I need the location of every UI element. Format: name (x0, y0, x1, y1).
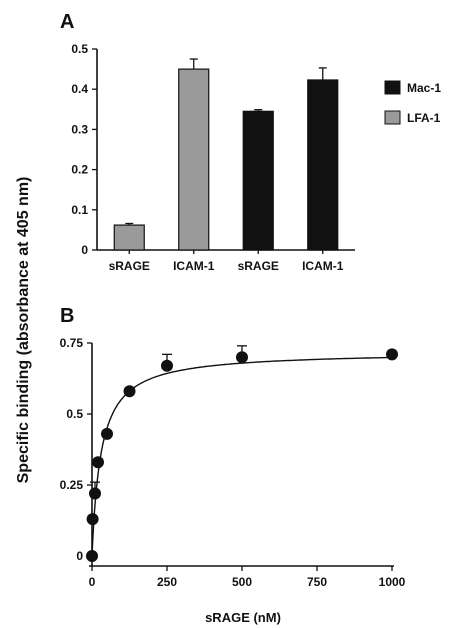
panel-a-chart: 0 0.1 0.2 0.3 0.4 0.5 sRAGE ICAM-1 sRAGE ICAM-1 (71, 42, 355, 273)
panel-b-x-tick-label: 1000 (379, 575, 406, 589)
panel-a-bar (307, 79, 339, 251)
legend-swatch-mac1 (384, 80, 401, 95)
panel-a-category-label: ICAM-1 (302, 259, 344, 273)
panel-a-bar (113, 224, 145, 251)
panel-a-letter: A (60, 11, 74, 33)
y-axis-label: Specific binding (absorbance at 405 nm) (15, 177, 32, 484)
panel-a-y-tick-label: 0.3 (71, 122, 88, 136)
panel-a-y-tick-label: 0.1 (71, 203, 88, 217)
panel-b-data-point (236, 351, 248, 364)
panel-b-x-tick-label: 500 (232, 575, 252, 589)
panel-b-data-point (161, 359, 173, 372)
panel-a-y-tick-label: 0 (81, 243, 88, 257)
panel-b-y-tick-label: 0.5 (66, 407, 83, 421)
panel-a-y-tick-label: 0.5 (71, 42, 88, 56)
panel-b-letter: B (60, 305, 74, 327)
panel-b-data-point (89, 487, 101, 500)
panel-b-data-point (101, 427, 113, 440)
panel-b-data-point (86, 513, 99, 526)
panel-a-category-label: sRAGE (238, 259, 279, 273)
legend-swatch-lfa1 (384, 110, 401, 125)
panel-b-x-tick-label: 0 (89, 575, 96, 589)
panel-a-bar (178, 68, 210, 251)
panel-b-x-tick-label: 250 (157, 575, 177, 589)
panel-b-data-point (123, 385, 136, 398)
panel-a-category-label: sRAGE (109, 259, 150, 273)
legend: Mac-1 LFA-1 (384, 80, 441, 125)
panel-b-y-tick-label: 0.75 (60, 336, 84, 350)
panel-a-category-label: ICAM-1 (173, 259, 215, 273)
legend-label-mac1: Mac-1 (407, 81, 441, 95)
panel-b-y-tick-label: 0.25 (60, 478, 84, 492)
panel-b-data-point (386, 348, 398, 361)
panel-b-chart: 0 0.25 0.5 0.75 0 250 500 750 1000 (60, 336, 406, 589)
legend-label-lfa1: LFA-1 (407, 111, 441, 125)
panel-b-data-point (92, 456, 104, 469)
panel-b-y-tick-label: 0 (76, 549, 83, 563)
panel-a-bar (242, 110, 274, 251)
panel-b-x-tick-label: 750 (307, 575, 327, 589)
panel-b-fit-curve (91, 356, 392, 556)
panel-b-data-point (86, 550, 98, 562)
panel-a-y-tick-label: 0.4 (71, 82, 88, 96)
x-axis-label: sRAGE (nM) (205, 610, 281, 625)
panel-a-y-tick-label: 0.2 (71, 163, 88, 177)
